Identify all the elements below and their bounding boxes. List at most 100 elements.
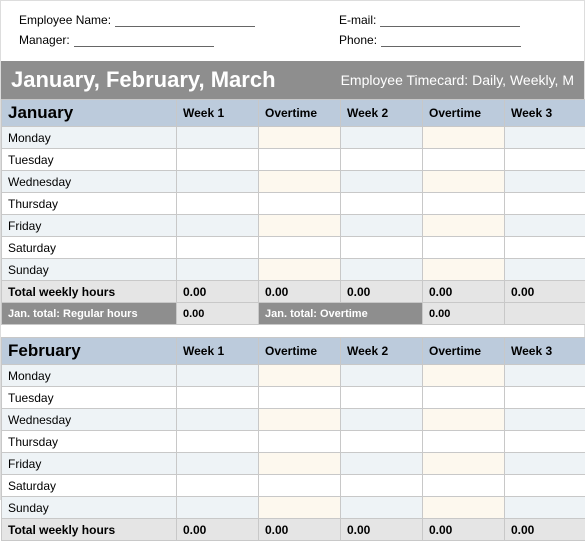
jan-tuesday-w3[interactable] [505,149,585,171]
jan-wednesday-w1[interactable] [177,171,259,193]
jan-total-w1[interactable]: 0.00 [177,281,259,303]
january-summary-row: Jan. total: Regular hours 0.00 Jan. tota… [2,303,585,325]
form-row-2: Manager: Phone: [19,33,566,47]
jan-sunday-w2[interactable] [341,259,423,281]
feb-monday-ot2[interactable] [423,365,505,387]
jan-tuesday-ot2[interactable] [423,149,505,171]
jan-wednesday-w2[interactable] [341,171,423,193]
feb-wednesday-ot2[interactable] [423,409,505,431]
jan-total-ot1[interactable]: 0.00 [259,281,341,303]
jan-wednesday-ot2[interactable] [423,171,505,193]
feb-monday-w2[interactable] [341,365,423,387]
feb-thursday-w2[interactable] [341,431,423,453]
jan-total-ot2[interactable]: 0.00 [423,281,505,303]
feb-thursday-ot1[interactable] [259,431,341,453]
email-input[interactable] [380,13,520,27]
jan-saturday-ot1[interactable] [259,237,341,259]
feb-total-w2[interactable]: 0.00 [341,519,423,541]
jan-saturday-w2[interactable] [341,237,423,259]
jan-tuesday-w2[interactable] [341,149,423,171]
employee-name-label: Employee Name: [19,13,111,27]
jan-thursday-w3[interactable] [505,193,585,215]
feb-monday-ot1[interactable] [259,365,341,387]
jan-sunday-ot1[interactable] [259,259,341,281]
feb-tuesday-ot1[interactable] [259,387,341,409]
jan-thursday-ot2[interactable] [423,193,505,215]
manager-input[interactable] [74,33,214,47]
jan-row-monday: Monday [2,127,585,149]
jan-day-label: Sunday [2,259,177,281]
feb-total-w1[interactable]: 0.00 [177,519,259,541]
feb-monday-w3[interactable] [505,365,585,387]
jan-day-label: Friday [2,215,177,237]
feb-monday-w1[interactable] [177,365,259,387]
col-week1: Week 1 [177,100,259,127]
feb-row-saturday: Saturday [2,475,585,497]
col-week2: Week 2 [341,100,423,127]
jan-day-label: Thursday [2,193,177,215]
jan-summary-blank [505,303,585,325]
feb-tuesday-w1[interactable] [177,387,259,409]
feb-friday-w1[interactable] [177,453,259,475]
employee-name-input[interactable] [115,13,255,27]
feb-total-w3[interactable]: 0.00 [505,519,585,541]
feb-tuesday-w3[interactable] [505,387,585,409]
jan-row-tuesday: Tuesday [2,149,585,171]
feb-day-label: Monday [2,365,177,387]
jan-monday-w3[interactable] [505,127,585,149]
feb-saturday-w1[interactable] [177,475,259,497]
jan-friday-w2[interactable] [341,215,423,237]
jan-sunday-w1[interactable] [177,259,259,281]
jan-total-w2[interactable]: 0.00 [341,281,423,303]
jan-tuesday-w1[interactable] [177,149,259,171]
feb-friday-w3[interactable] [505,453,585,475]
phone-input[interactable] [381,33,521,47]
jan-sunday-w3[interactable] [505,259,585,281]
feb-saturday-ot1[interactable] [259,475,341,497]
jan-wednesday-w3[interactable] [505,171,585,193]
totals-label: Total weekly hours [2,519,177,541]
jan-monday-w2[interactable] [341,127,423,149]
feb-wednesday-w2[interactable] [341,409,423,431]
jan-thursday-w2[interactable] [341,193,423,215]
feb-thursday-w3[interactable] [505,431,585,453]
jan-saturday-w3[interactable] [505,237,585,259]
jan-total-w3[interactable]: 0.00 [505,281,585,303]
jan-day-label: Monday [2,127,177,149]
feb-friday-ot1[interactable] [259,453,341,475]
feb-tuesday-ot2[interactable] [423,387,505,409]
jan-friday-w1[interactable] [177,215,259,237]
feb-thursday-w1[interactable] [177,431,259,453]
feb-total-ot1[interactable]: 0.00 [259,519,341,541]
jan-thursday-ot1[interactable] [259,193,341,215]
jan-wednesday-ot1[interactable] [259,171,341,193]
feb-tuesday-w2[interactable] [341,387,423,409]
jan-monday-ot2[interactable] [423,127,505,149]
jan-monday-w1[interactable] [177,127,259,149]
jan-friday-w3[interactable] [505,215,585,237]
jan-friday-ot1[interactable] [259,215,341,237]
feb-thursday-ot2[interactable] [423,431,505,453]
jan-sunday-ot2[interactable] [423,259,505,281]
feb-day-label: Thursday [2,431,177,453]
feb-row-wednesday: Wednesday [2,409,585,431]
jan-saturday-w1[interactable] [177,237,259,259]
feb-friday-w2[interactable] [341,453,423,475]
feb-wednesday-w1[interactable] [177,409,259,431]
feb-saturday-w3[interactable] [505,475,585,497]
jan-friday-ot2[interactable] [423,215,505,237]
jan-thursday-w1[interactable] [177,193,259,215]
jan-monday-ot1[interactable] [259,127,341,149]
feb-wednesday-w3[interactable] [505,409,585,431]
jan-saturday-ot2[interactable] [423,237,505,259]
feb-friday-ot2[interactable] [423,453,505,475]
feb-saturday-ot2[interactable] [423,475,505,497]
form-row-1: Employee Name: E-mail: [19,13,566,27]
feb-wednesday-ot1[interactable] [259,409,341,431]
feb-row-monday: Monday [2,365,585,387]
jan-tuesday-ot1[interactable] [259,149,341,171]
feb-saturday-w2[interactable] [341,475,423,497]
feb-total-ot2[interactable]: 0.00 [423,519,505,541]
col-ot2: Overtime [423,338,505,365]
col-week2: Week 2 [341,338,423,365]
